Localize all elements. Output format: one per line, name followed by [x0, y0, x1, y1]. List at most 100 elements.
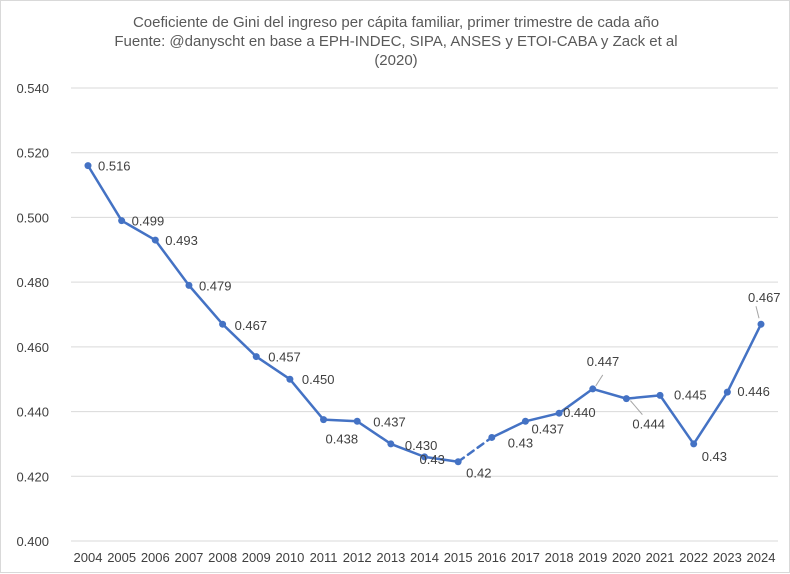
data-label: 0.493 [165, 233, 198, 248]
x-tick-label: 2023 [713, 550, 742, 565]
x-tick-label: 2017 [511, 550, 540, 565]
data-label: 0.499 [132, 214, 165, 229]
x-tick-label: 2010 [275, 550, 304, 565]
data-point [286, 375, 294, 383]
x-tick-label: 2016 [477, 550, 506, 565]
data-point [353, 417, 361, 425]
data-point [421, 453, 428, 461]
series-segment [355, 420, 393, 446]
data-label: 0.445 [674, 387, 707, 402]
series-segment [423, 455, 460, 463]
title-line-1: Coeficiente de Gini del ingreso per cápi… [132, 14, 660, 31]
series-segment [288, 377, 325, 421]
series-segment [625, 394, 662, 400]
series-segment [591, 387, 628, 400]
data-label: 0.467 [235, 318, 268, 333]
series-segment [389, 442, 426, 459]
data-point [252, 353, 260, 361]
data-label: 0.457 [268, 350, 301, 365]
y-tick-label: 0.400 [16, 534, 49, 549]
label-leader-line [755, 306, 760, 319]
data-point [656, 391, 664, 399]
series-segment [490, 420, 527, 439]
data-label: 0.437 [531, 421, 564, 436]
data-label: 0.430 [405, 438, 438, 453]
x-tick-label: 2009 [242, 550, 271, 565]
series-segment [692, 390, 729, 446]
x-tick-label: 2021 [646, 550, 675, 565]
data-label: 0.438 [326, 432, 359, 447]
label-leader-line [630, 400, 643, 415]
data-label: 0.43 [420, 452, 445, 467]
data-point [151, 236, 159, 244]
data-point [488, 433, 496, 441]
x-tick-label: 2005 [107, 550, 136, 565]
data-label: 0.479 [199, 278, 232, 293]
data-point [622, 395, 630, 403]
data-label: 0.437 [373, 414, 406, 429]
data-point [521, 417, 529, 425]
x-tick-label: 2008 [208, 550, 237, 565]
series-segment [322, 418, 359, 423]
title-line-2: Fuente: @danyscht en base a EPH-INDEC, S… [114, 33, 678, 50]
x-tick-label: 2014 [410, 550, 439, 565]
series-segment [221, 322, 258, 358]
x-tick-label: 2015 [444, 550, 473, 565]
data-point [118, 217, 126, 225]
data-point [690, 440, 698, 448]
data-label: 0.450 [302, 372, 335, 387]
x-tick-label: 2011 [310, 550, 338, 565]
x-tick-label: 2020 [612, 550, 641, 565]
y-tick-label: 0.480 [16, 275, 49, 290]
title-line-3: (2020) [374, 52, 418, 69]
data-point [387, 440, 395, 448]
series-segment [154, 238, 191, 287]
series-segment [726, 322, 763, 394]
y-tick-label: 0.500 [16, 210, 49, 225]
series-segment [658, 394, 695, 446]
y-tick-label: 0.520 [16, 146, 49, 161]
data-label: 0.43 [702, 449, 727, 464]
series-segment [120, 219, 157, 242]
chart-title: Coeficiente de Gini del ingreso per cápi… [1, 13, 790, 70]
data-point [723, 388, 731, 396]
data-label: 0.42 [466, 466, 491, 481]
series-segment [557, 387, 594, 415]
x-tick-label: 2013 [376, 550, 405, 565]
data-point [454, 458, 462, 466]
series-segment [187, 284, 224, 326]
y-tick-label: 0.440 [16, 405, 49, 420]
x-tick-label: 2019 [578, 550, 607, 565]
x-tick-label: 2012 [343, 550, 372, 565]
x-tick-label: 2007 [174, 550, 203, 565]
data-label: 0.444 [632, 417, 665, 432]
x-tick-label: 2004 [74, 550, 103, 565]
series-segment [524, 411, 561, 423]
series-segment [456, 436, 494, 463]
y-tick-label: 0.460 [16, 340, 49, 355]
data-point [219, 320, 227, 328]
data-point [589, 385, 597, 393]
y-tick-label: 0.420 [16, 469, 49, 484]
data-label: 0.440 [563, 405, 596, 420]
y-tick-label: 0.540 [16, 81, 49, 96]
data-label: 0.446 [737, 384, 770, 399]
data-point [555, 409, 563, 417]
data-label: 0.516 [98, 159, 131, 174]
x-tick-label: 2006 [141, 550, 170, 565]
data-point [84, 162, 92, 170]
series-segment [255, 355, 292, 381]
x-tick-label: 2024 [747, 550, 776, 565]
x-tick-label: 2018 [545, 550, 574, 565]
data-point [757, 320, 765, 328]
data-point [185, 281, 193, 289]
label-leader-line [595, 374, 604, 387]
data-label: 0.447 [587, 354, 620, 369]
data-point [320, 416, 328, 424]
series-segment [86, 164, 123, 222]
data-label: 0.467 [748, 290, 781, 305]
x-tick-label: 2022 [679, 550, 708, 565]
data-label: 0.43 [508, 435, 533, 450]
